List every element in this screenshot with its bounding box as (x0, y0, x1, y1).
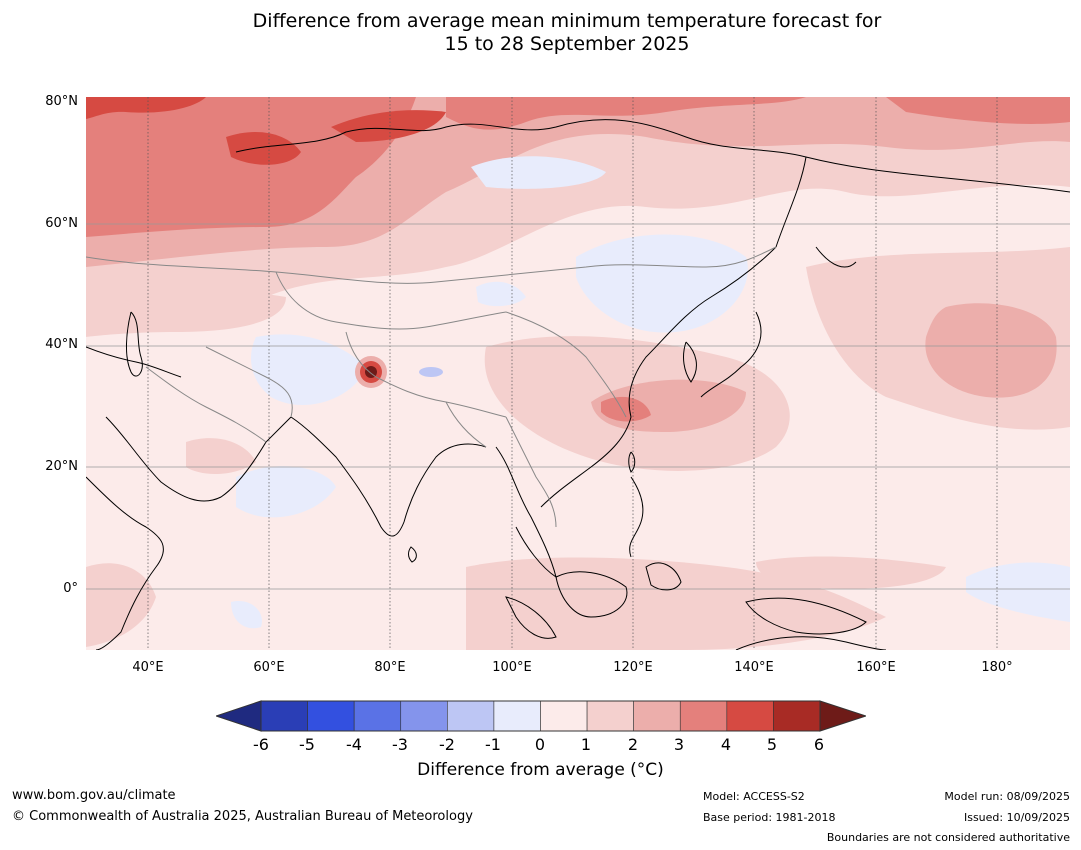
anomaly-region-west-1 (86, 285, 286, 337)
anomaly-region-pacific-2 (925, 303, 1057, 398)
colorbar-label-minus4: -4 (346, 735, 362, 754)
lon-label-160e: 160°E (856, 660, 896, 675)
colorbar-label-4: 4 (720, 735, 732, 754)
lat-label-60n: 60°N (45, 216, 78, 231)
footer-model-run: Model run: 08/09/2025 (944, 790, 1070, 803)
anomaly-region-se-pacific (756, 556, 946, 589)
longitude-lines (147, 97, 998, 650)
footer-base-period: Base period: 1981-2018 (703, 811, 836, 824)
colorbar-label-2: 2 (627, 735, 639, 754)
colorbar-segment (353, 700, 402, 732)
coastlines (86, 119, 1070, 650)
colorbar-segment (540, 700, 588, 732)
lat-label-80n: 80°N (45, 94, 78, 109)
colorbar-label-0: 0 (534, 735, 546, 754)
colorbar-extend-high (819, 700, 866, 732)
colorbar-segment (726, 700, 774, 732)
footer-disclaimer: Boundaries are not considered authoritat… (826, 831, 1070, 844)
colorbar-segment (493, 700, 541, 732)
anomaly-region-cool-1 (471, 156, 606, 189)
lon-label-80e: 80°E (374, 660, 406, 675)
anomaly-region-africa (86, 563, 156, 647)
colorbar-label-minus6: -6 (253, 735, 269, 754)
colorbar-label-3: 3 (673, 735, 685, 754)
anomaly-region-cool-5 (236, 466, 336, 518)
anomaly-region-cool-2 (576, 234, 748, 333)
anomaly-region-cool-3 (476, 281, 526, 307)
colorbar-segment (679, 700, 728, 732)
lon-label-140e: 140°E (734, 660, 774, 675)
chart-title: Difference from average mean minimum tem… (0, 10, 1081, 56)
anomaly-region-east-3 (601, 396, 651, 422)
lat-label-0: 0° (63, 581, 78, 596)
title-line-1: Difference from average mean minimum tem… (252, 10, 882, 32)
lon-label-40e: 40°E (132, 660, 164, 675)
lon-label-100e: 100°E (492, 660, 532, 675)
anomaly-region-north-8 (886, 97, 1070, 124)
lon-label-60e: 60°E (253, 660, 285, 675)
footer-url[interactable]: www.bom.gov.au/climate (12, 788, 176, 803)
colorbar-label-5: 5 (766, 735, 778, 754)
anomaly-region-cool-4 (251, 334, 366, 406)
colorbar-segment (260, 700, 308, 732)
lon-label-180: 180° (981, 660, 1013, 675)
lat-label-40n: 40°N (45, 337, 78, 352)
colorbar-outline (260, 700, 821, 732)
lat-label-20n: 20°N (45, 459, 78, 474)
colorbar-label-minus2: -2 (439, 735, 455, 754)
anomaly-region-cool-7 (231, 601, 262, 629)
anomaly-region-north-4 (446, 97, 806, 130)
forecast-map (86, 97, 1070, 650)
anomaly-cool-spot (419, 367, 443, 377)
colorbar-extend-low (216, 700, 262, 732)
footer-copyright: © Commonwealth of Australia 2025, Austra… (12, 809, 473, 824)
colorbar-segment (307, 700, 355, 732)
anomaly-region-arabia (186, 438, 256, 474)
colorbar-label-1: 1 (580, 735, 592, 754)
colorbar-label-minus5: -5 (299, 735, 315, 754)
anomaly-region-north-3 (86, 97, 416, 237)
map-svg (86, 97, 1070, 650)
lon-label-120e: 120°E (613, 660, 653, 675)
colorbar-label-minus1: -1 (485, 735, 501, 754)
anomaly-region-north-6 (226, 132, 301, 165)
colorbar (216, 700, 866, 732)
latitude-lines (86, 223, 1070, 590)
footer-issued: Issued: 10/09/2025 (963, 811, 1070, 824)
title-line-2: 15 to 28 September 2025 (444, 33, 690, 55)
anomaly-region-north-5 (86, 97, 206, 119)
anomaly-region-north-7 (331, 110, 446, 142)
footer-model: Model: ACCESS-S2 (703, 790, 805, 803)
colorbar-segment (633, 700, 681, 732)
colorbar-segment (447, 700, 495, 732)
colorbar-segment (400, 700, 448, 732)
colorbar-segment (586, 700, 634, 732)
country-boundaries (86, 246, 777, 528)
colorbar-segment (773, 700, 821, 732)
colorbar-label-minus3: -3 (392, 735, 408, 754)
colorbar-label-6: 6 (813, 735, 825, 754)
colorbar-title: Difference from average (°C) (417, 760, 664, 780)
anomaly-region-cool-6 (966, 562, 1070, 622)
colorbar-segments (216, 700, 866, 732)
